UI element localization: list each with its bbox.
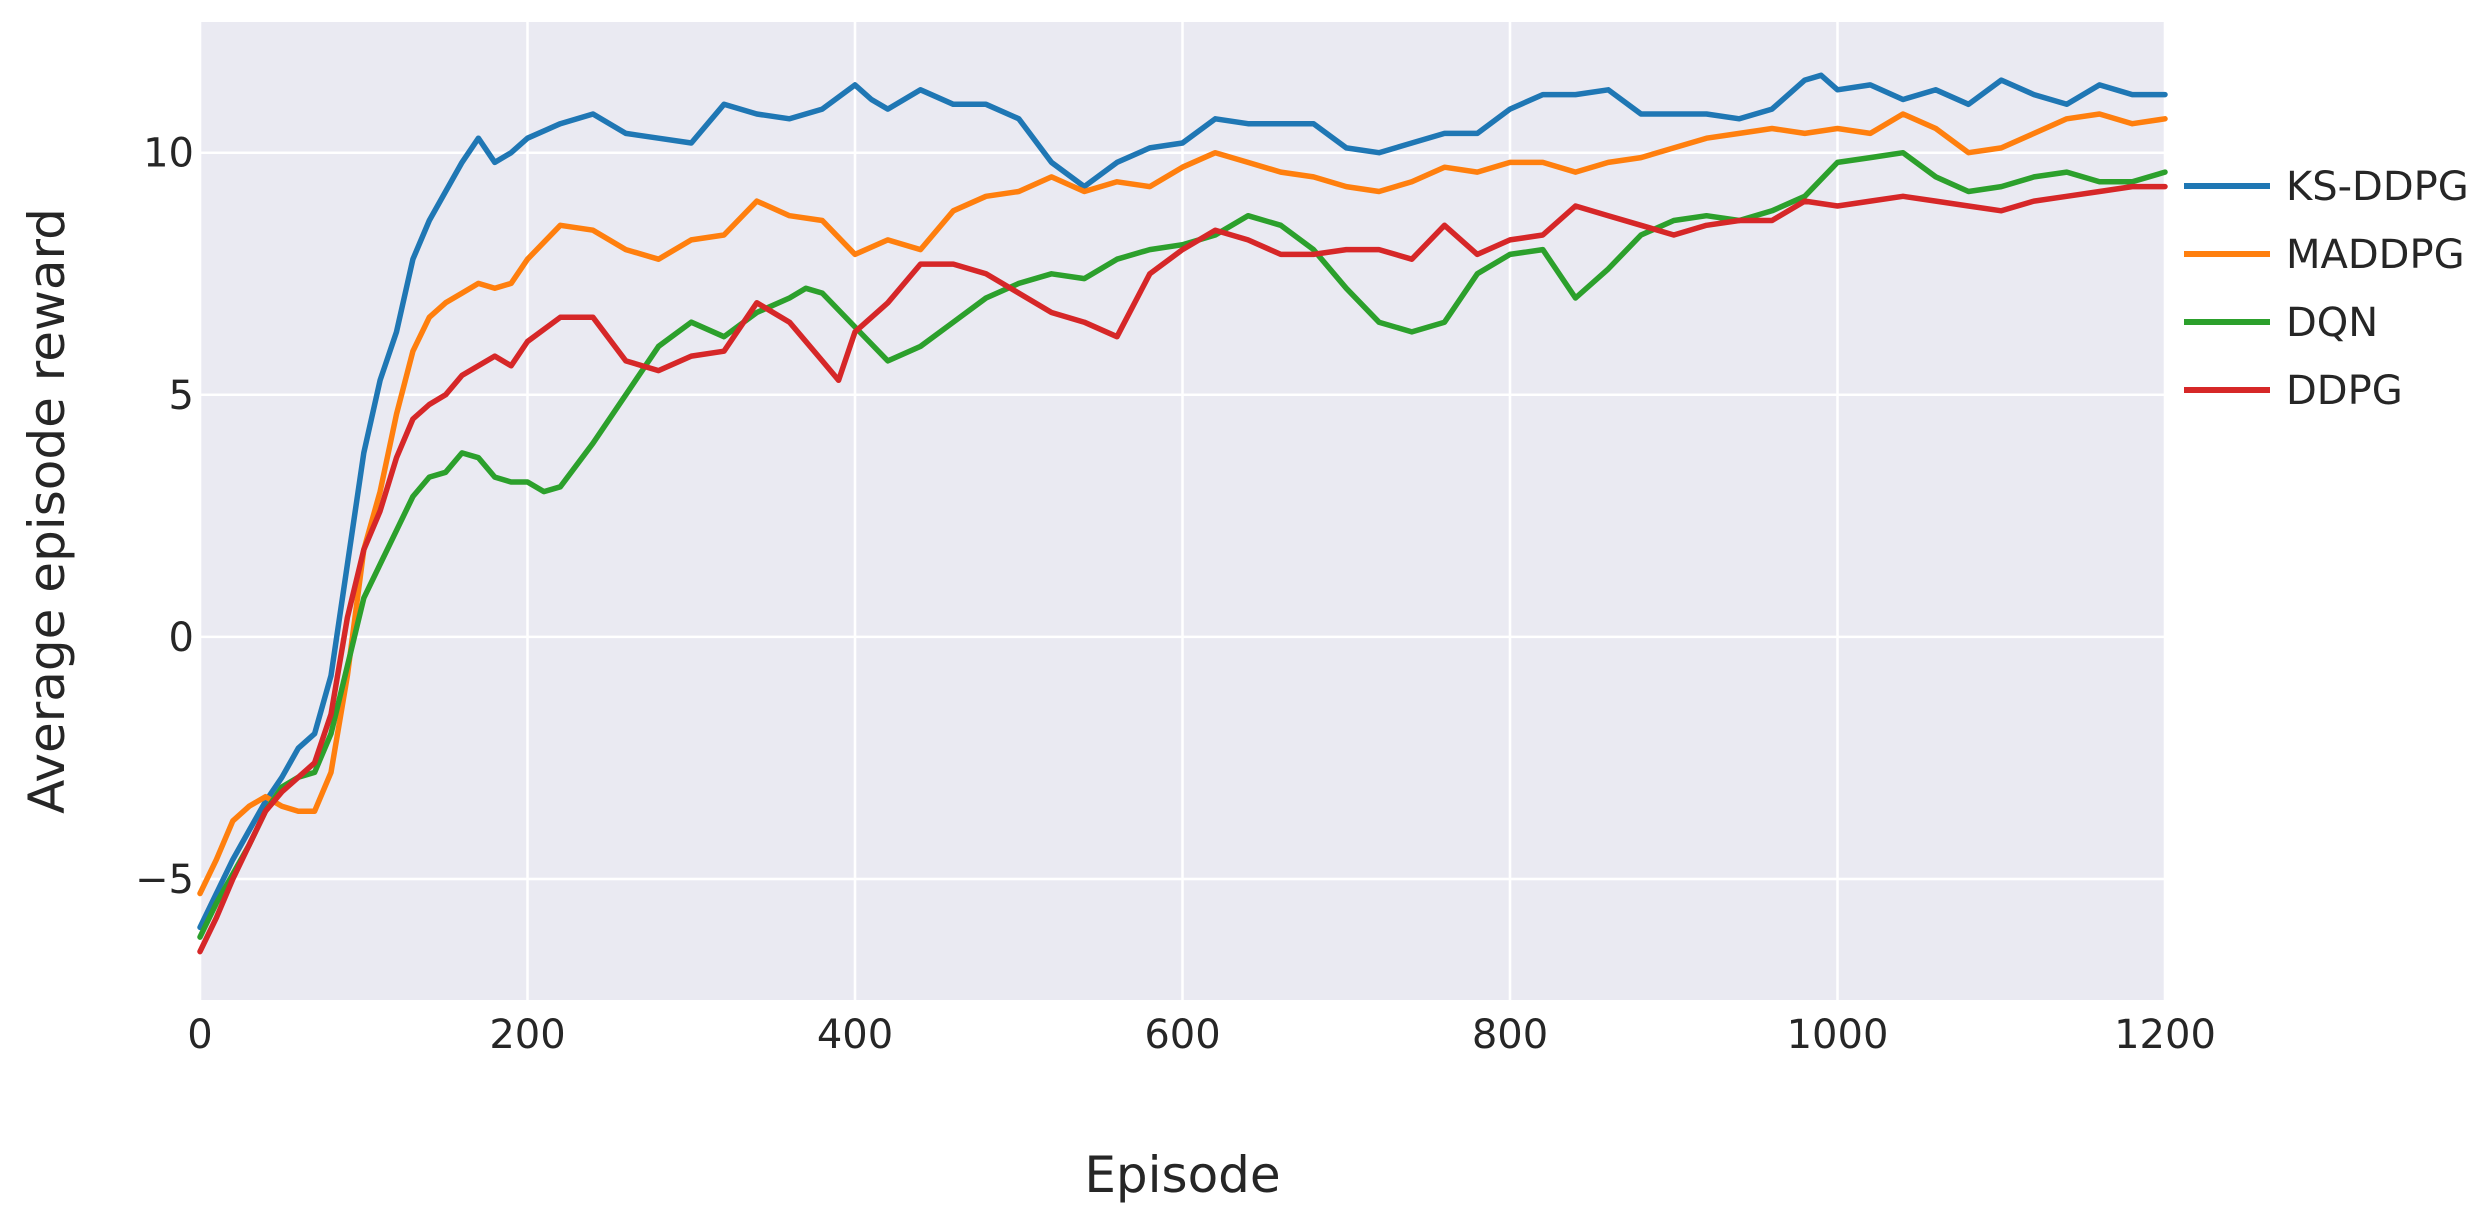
legend-label: DQN (2286, 300, 2378, 346)
x-axis-title: Episode (1084, 1146, 1280, 1204)
grid (198, 22, 2167, 1000)
series-line-maddpg (197, 111, 2168, 897)
y-tick-label: 10 (143, 131, 194, 177)
series-line-dqn (197, 149, 2168, 940)
x-tick-label: 1000 (1787, 1012, 1889, 1058)
legend: KS-DDPG MADDPG DQN DDPG (2184, 164, 2469, 414)
y-axis-title: Average episode reward (18, 208, 76, 814)
legend-label: MADDPG (2286, 232, 2465, 278)
x-tick-label: 400 (817, 1012, 893, 1058)
x-tick-label: 0 (187, 1012, 212, 1058)
y-tick-label: −5 (135, 857, 194, 903)
y-axis-ticks: −5 0 5 10 (135, 131, 194, 903)
series-line-ddpg (197, 183, 2168, 955)
y-tick-label: 0 (169, 615, 194, 661)
series-lines (197, 72, 2168, 955)
x-tick-label: 800 (1472, 1012, 1548, 1058)
x-tick-label: 200 (489, 1012, 565, 1058)
x-axis-ticks: 0 200 400 600 800 1000 1200 (187, 1012, 2216, 1058)
x-tick-label: 1200 (2114, 1012, 2216, 1058)
y-tick-label: 5 (169, 373, 194, 419)
x-tick-label: 600 (1144, 1012, 1220, 1058)
series-line-ks-ddpg (197, 72, 2168, 931)
legend-label: KS-DDPG (2286, 164, 2469, 210)
legend-label: DDPG (2286, 368, 2403, 414)
